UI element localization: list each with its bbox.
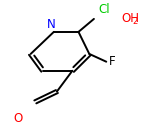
Text: F: F (109, 55, 116, 68)
Text: OH: OH (122, 12, 140, 25)
Text: O: O (14, 112, 23, 125)
Text: 2: 2 (132, 17, 137, 26)
Text: Cl: Cl (99, 3, 110, 16)
Text: N: N (47, 18, 56, 31)
